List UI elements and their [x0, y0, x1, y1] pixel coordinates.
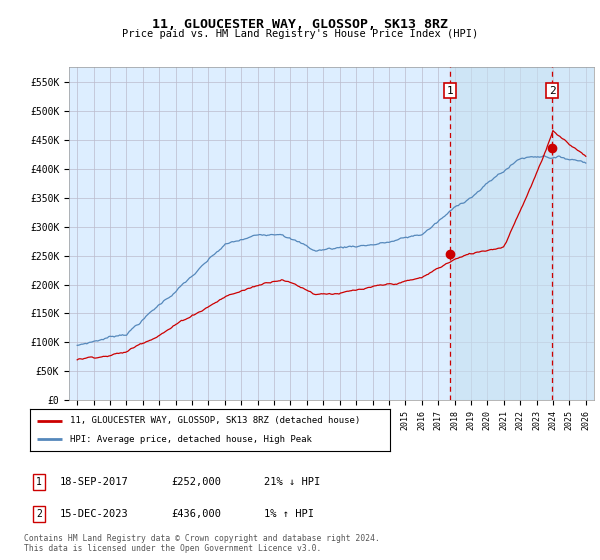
- Text: 15-DEC-2023: 15-DEC-2023: [60, 509, 129, 519]
- Bar: [553, 67, 594, 400]
- Text: HPI: Average price, detached house, High Peak: HPI: Average price, detached house, High…: [70, 435, 311, 444]
- Bar: [450, 67, 553, 400]
- Text: £436,000: £436,000: [171, 509, 221, 519]
- Text: 2: 2: [36, 509, 42, 519]
- Text: 1: 1: [36, 477, 42, 487]
- Text: Contains HM Land Registry data © Crown copyright and database right 2024.
This d: Contains HM Land Registry data © Crown c…: [24, 534, 380, 553]
- Text: 11, GLOUCESTER WAY, GLOSSOP, SK13 8RZ: 11, GLOUCESTER WAY, GLOSSOP, SK13 8RZ: [152, 18, 448, 31]
- Text: 1% ↑ HPI: 1% ↑ HPI: [264, 509, 314, 519]
- Text: 21% ↓ HPI: 21% ↓ HPI: [264, 477, 320, 487]
- Text: 2: 2: [549, 86, 556, 96]
- Text: 1: 1: [446, 86, 454, 96]
- Text: £252,000: £252,000: [171, 477, 221, 487]
- Text: 18-SEP-2017: 18-SEP-2017: [60, 477, 129, 487]
- Text: 11, GLOUCESTER WAY, GLOSSOP, SK13 8RZ (detached house): 11, GLOUCESTER WAY, GLOSSOP, SK13 8RZ (d…: [70, 416, 360, 425]
- Text: Price paid vs. HM Land Registry's House Price Index (HPI): Price paid vs. HM Land Registry's House …: [122, 29, 478, 39]
